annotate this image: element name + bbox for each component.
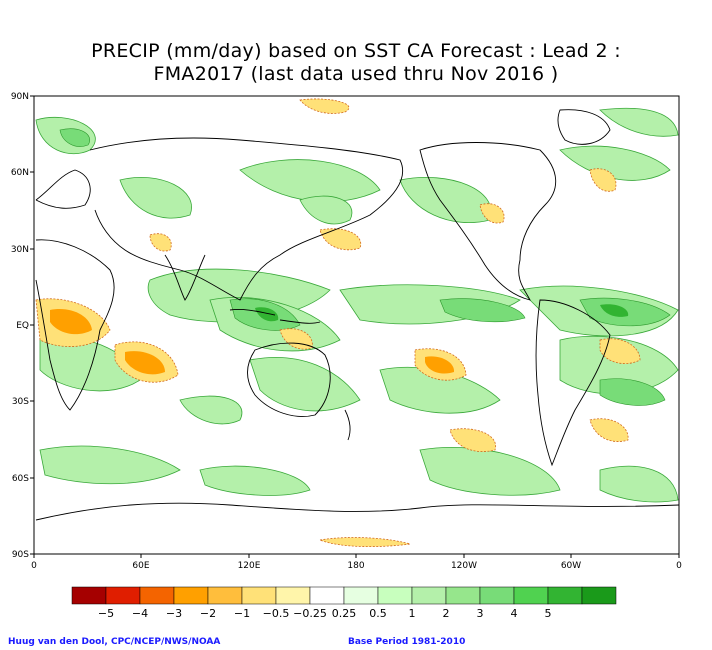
legend-label: 5 <box>545 607 552 620</box>
map-title-line1: PRECIP (mm/day) based on SST CA Forecast… <box>91 40 621 62</box>
legend-swatch <box>547 586 583 605</box>
color-legend: −5 −4 −3 −2 −1 −0.5 −0.25 0.25 0.5 1 2 3… <box>71 586 617 620</box>
lat-tick-label: 90N <box>11 92 29 102</box>
lon-tick-label: 180 <box>347 561 364 571</box>
legend-swatch <box>173 586 209 605</box>
legend-swatch <box>105 586 141 605</box>
coastlines <box>35 109 679 521</box>
legend-label: −4 <box>132 607 148 620</box>
lon-tick-label: 0 <box>676 561 682 571</box>
lat-tick-label: 30S <box>12 397 29 407</box>
legend-label: −1 <box>234 607 250 620</box>
legend-swatch <box>71 586 107 605</box>
legend-swatch <box>377 586 413 605</box>
legend-swatch <box>411 586 447 605</box>
lon-axis: 0 60E 120E 180 120W 60W 0 <box>31 554 682 571</box>
legend-swatch <box>241 586 277 605</box>
lon-tick-label: 120E <box>238 561 261 571</box>
lat-tick-label: 60S <box>12 474 29 484</box>
lon-tick-label: 60W <box>561 561 581 571</box>
legend-label: 2 <box>443 607 450 620</box>
credit-author: Huug van den Dool, CPC/NCEP/NWS/NOAA <box>8 637 221 647</box>
legend-swatch <box>309 586 345 605</box>
legend-label: −0.5 <box>263 607 290 620</box>
lon-tick-label: 0 <box>31 561 37 571</box>
map-title-line2: FMA2017 (last data used thru Nov 2016 ) <box>153 63 559 85</box>
lat-axis: 90N 60N 30N EQ 30S 60S 90S <box>11 92 34 560</box>
legend-label: 1 <box>409 607 416 620</box>
legend-swatch <box>479 586 515 605</box>
lon-tick-label: 120W <box>451 561 477 571</box>
lat-tick-label: 60N <box>11 168 29 178</box>
legend-label: 3 <box>477 607 484 620</box>
legend-swatch <box>513 586 549 605</box>
legend-swatch <box>343 586 379 605</box>
lat-tick-label: 90S <box>12 550 29 560</box>
lon-tick-label: 60E <box>132 561 149 571</box>
legend-label: 0.5 <box>369 607 387 620</box>
legend-label: −0.25 <box>293 607 327 620</box>
legend-label: 4 <box>511 607 518 620</box>
legend-label: −5 <box>98 607 114 620</box>
legend-swatch <box>275 586 311 605</box>
legend-label: −3 <box>166 607 182 620</box>
lat-tick-label: 30N <box>11 245 29 255</box>
legend-swatch <box>581 586 617 605</box>
legend-swatch <box>207 586 243 605</box>
legend-label: 0.25 <box>332 607 357 620</box>
legend-label: −2 <box>200 607 216 620</box>
legend-swatch <box>139 586 175 605</box>
lat-tick-label: EQ <box>16 321 29 331</box>
credit-base-period: Base Period 1981-2010 <box>348 637 466 647</box>
legend-swatch <box>445 586 481 605</box>
